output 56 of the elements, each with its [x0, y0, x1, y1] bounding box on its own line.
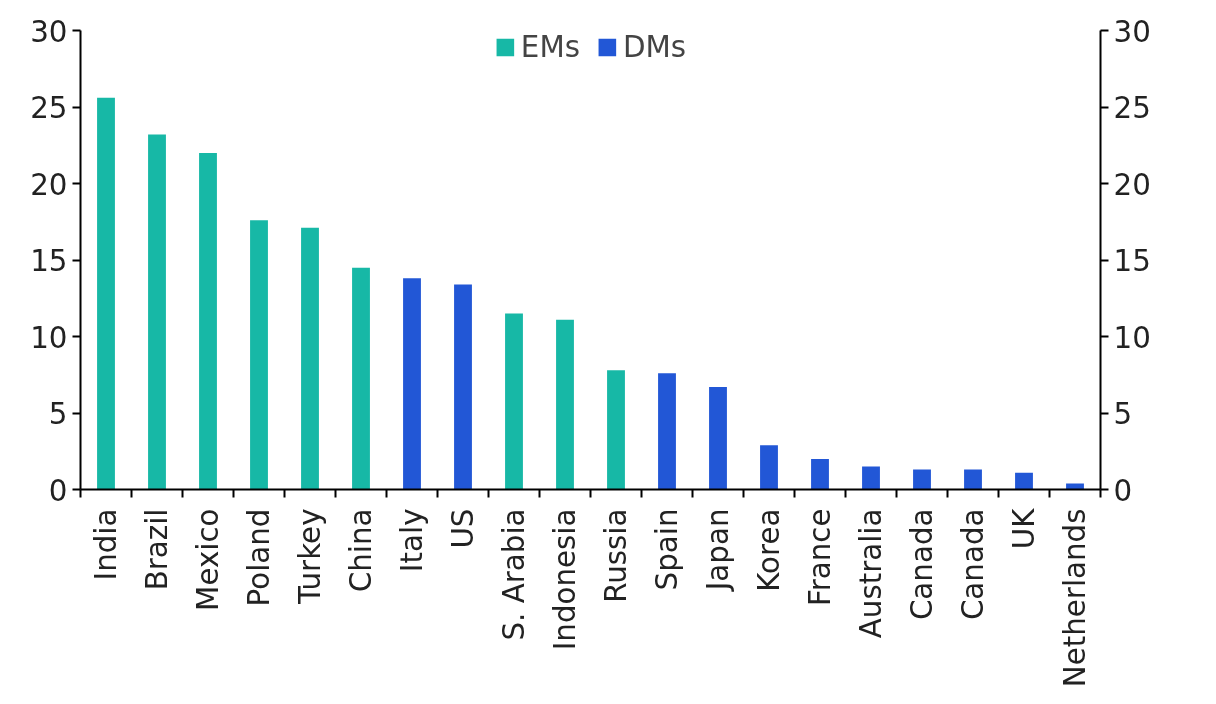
y-tick-label: 20 — [30, 167, 68, 202]
y-tick-label: 0 — [48, 473, 68, 508]
x-tick-label: UK — [1007, 507, 1041, 550]
x-tick-label: US — [446, 508, 480, 549]
x-tick-label: Mexico — [191, 508, 225, 611]
x-tick-label: India — [89, 508, 123, 581]
y2-tick-label: 25 — [1113, 91, 1151, 125]
x-tick-label: Turkey — [293, 508, 327, 605]
x-tick-label: Canada — [956, 508, 990, 621]
x-tick-label: Brazil — [140, 508, 174, 591]
bar — [199, 152, 217, 490]
y2-tick-label: 0 — [1113, 473, 1133, 508]
bar — [607, 370, 625, 490]
bar — [862, 466, 880, 490]
y2-tick-label: 10 — [1113, 320, 1151, 355]
x-tick-label: Australia — [854, 508, 888, 639]
bar — [811, 458, 829, 490]
y2-tick-label: 20 — [1113, 167, 1151, 202]
x-tick-label: Japan — [701, 508, 735, 593]
bar — [301, 227, 319, 490]
x-tick-label: Italy — [395, 508, 429, 573]
x-tick-label: Canada — [905, 508, 939, 621]
bar — [556, 319, 574, 490]
x-tick-label: Korea — [752, 508, 786, 592]
y2-tick-label: 15 — [1113, 244, 1151, 278]
legend-label: DMs — [622, 30, 687, 64]
bar — [964, 469, 982, 490]
bar — [97, 97, 115, 490]
y2-tick-label: 30 — [1113, 14, 1151, 49]
x-tick-label: Russia — [599, 508, 633, 603]
x-tick-label: Netherlands — [1058, 508, 1092, 688]
bar — [454, 284, 472, 490]
legend-label: EMs — [520, 30, 580, 64]
y-tick-label: 10 — [30, 320, 68, 355]
bar — [250, 220, 268, 490]
bar — [760, 445, 778, 490]
x-tick-label: Indonesia — [548, 508, 582, 651]
bar — [505, 313, 523, 490]
x-tick-label: Poland — [242, 508, 276, 607]
x-tick-label: China — [344, 508, 378, 593]
y2-tick-label: 5 — [1113, 397, 1133, 431]
y-tick-label: 5 — [48, 397, 68, 431]
bar — [709, 386, 727, 490]
x-tick-label: France — [803, 508, 837, 607]
bar — [148, 134, 166, 490]
bar — [913, 469, 931, 490]
x-tick-label: S. Arabia — [497, 508, 531, 641]
y-tick-label: 25 — [30, 91, 68, 125]
bar — [352, 267, 370, 490]
bar — [403, 278, 421, 490]
y-tick-label: 30 — [30, 14, 68, 49]
bar — [1066, 483, 1084, 490]
y-tick-label: 15 — [30, 244, 68, 278]
x-tick-label: Spain — [650, 508, 684, 591]
bar — [658, 373, 676, 490]
bar — [1015, 472, 1033, 490]
